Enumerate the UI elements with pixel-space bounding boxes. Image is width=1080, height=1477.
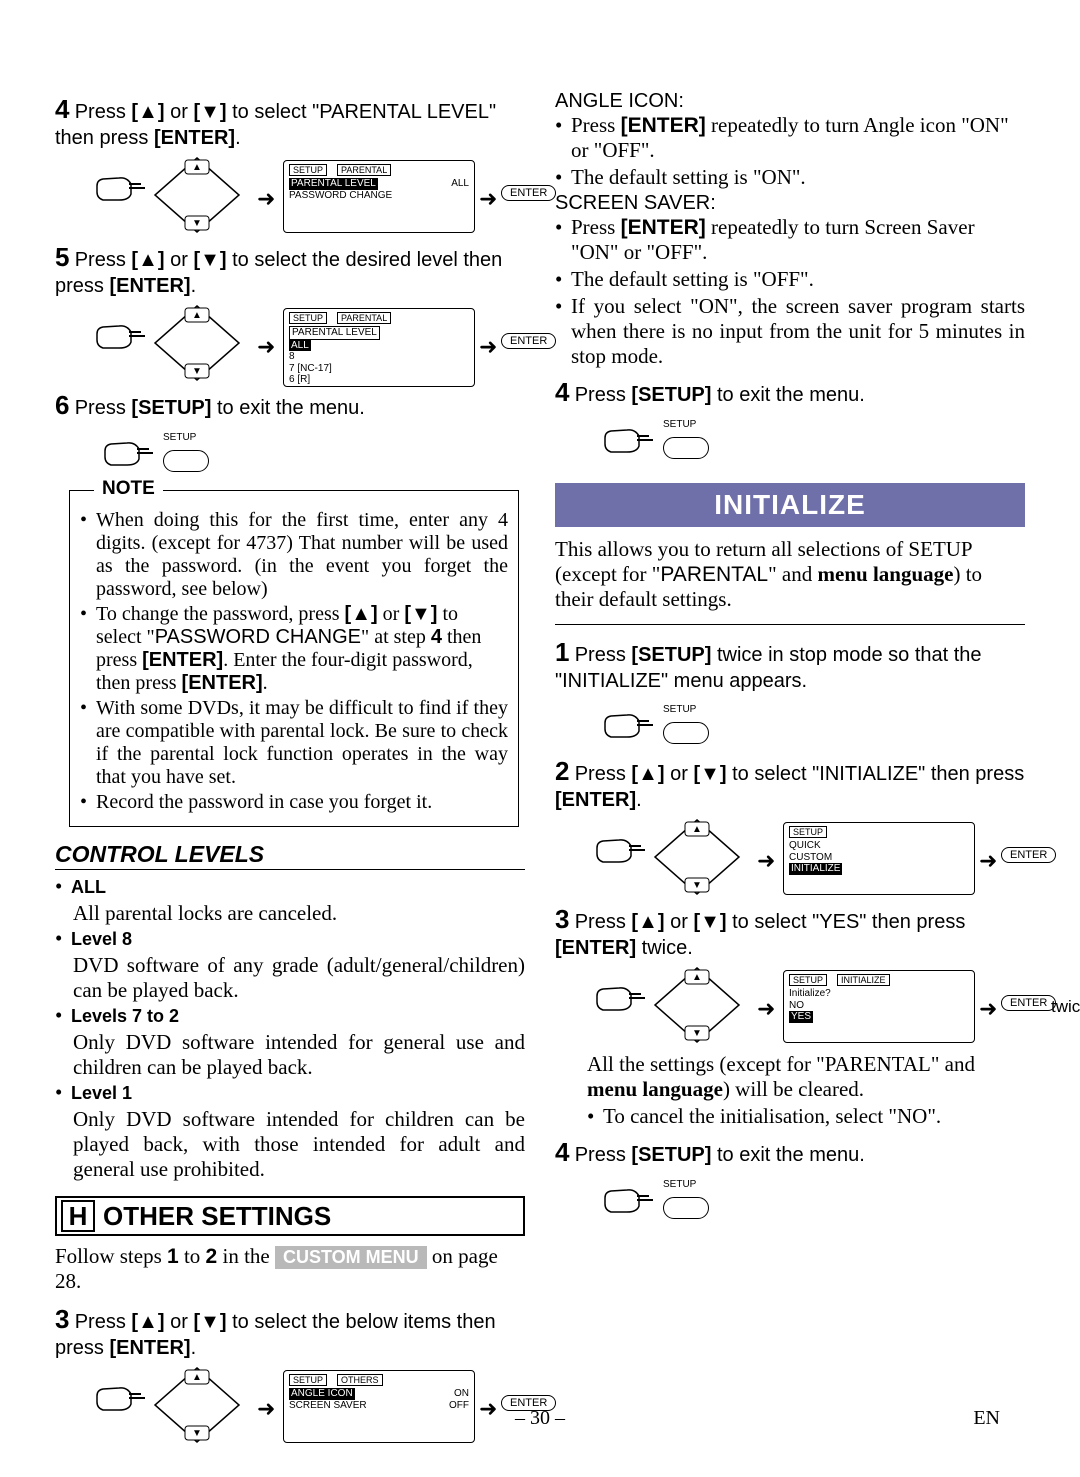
step-6: 6 Press [SETUP] to exit the menu.	[55, 390, 525, 421]
svg-text:▲: ▲	[692, 972, 702, 983]
init-step-1: 1 Press [SETUP] twice in stop mode so th…	[555, 637, 1025, 693]
note-title: NOTE	[94, 478, 163, 500]
svg-text:▼: ▼	[692, 1028, 702, 1039]
step-3-others: 3 Press [▲] or [▼] to select the below i…	[55, 1304, 525, 1360]
svg-text:▼: ▼	[692, 880, 702, 891]
osd-parental-level: ▲▼ ➜ SETUPPARENTAL PARENTAL LEVELALL PAS…	[95, 156, 525, 234]
initialize-banner: INITIALIZE	[555, 483, 1025, 527]
init-step-4: 4 Press [SETUP] to exit the menu.	[555, 1137, 1025, 1168]
osd-initialize-menu: ▲▼ ➜ SETUP QUICK CUSTOM INITIALIZE ➜ ENT…	[595, 818, 1025, 896]
svg-text:▼: ▼	[192, 366, 202, 377]
osd-others: ▲▼ ➜ SETUPOTHERS ANGLE ICONON SCREEN SAV…	[95, 1366, 525, 1444]
screen-saver-heading: SCREEN SAVER:	[555, 192, 1025, 215]
right-step-4: 4 Press [SETUP] to exit the menu.	[555, 377, 1025, 408]
step-number: 4	[55, 94, 69, 124]
control-level-item: •Level 1Only DVD software intended for c…	[55, 1080, 525, 1182]
svg-text:▼: ▼	[192, 1428, 202, 1439]
control-levels-heading: CONTROL LEVELS	[55, 841, 525, 870]
note-box: NOTE •When doing this for the first time…	[69, 490, 519, 827]
osd-level-list: ▲▼ ➜ SETUPPARENTAL PARENTAL LEVEL ALL 8 …	[95, 304, 525, 382]
other-settings-heading: H OTHER SETTINGS	[55, 1196, 525, 1236]
step-4: 4 Press [▲] or [▼] to select "PARENTAL L…	[55, 94, 525, 150]
page-number: – 30 –	[515, 1407, 565, 1430]
language-code: EN	[973, 1407, 1000, 1430]
angle-icon-heading: ANGLE ICON:	[555, 90, 1025, 113]
init-step-3: 3 Press [▲] or [▼] to select "YES" then …	[555, 904, 1025, 960]
step-5: 5 Press [▲] or [▼] to select the desired…	[55, 242, 525, 298]
init-step-2: 2 Press [▲] or [▼] to select "INITIALIZE…	[555, 756, 1025, 812]
osd-initialize-confirm: ▲▼ ➜ SETUPINITIALIZE Initialize? NO YES …	[595, 966, 1025, 1044]
svg-text:▲: ▲	[692, 824, 702, 835]
control-level-item: •Level 8DVD software of any grade (adult…	[55, 926, 525, 1003]
svg-text:▲: ▲	[192, 162, 202, 173]
svg-text:▼: ▼	[192, 218, 202, 229]
control-level-item: •ALLAll parental locks are canceled.	[55, 874, 525, 926]
svg-text:▲: ▲	[192, 1372, 202, 1383]
svg-text:▲: ▲	[192, 310, 202, 321]
control-level-item: •Levels 7 to 2Only DVD software intended…	[55, 1003, 525, 1080]
custom-menu-chip: CUSTOM MENU	[275, 1246, 427, 1269]
setup-icon: SETUP	[103, 425, 525, 478]
enter-button: ENTER	[501, 185, 556, 201]
